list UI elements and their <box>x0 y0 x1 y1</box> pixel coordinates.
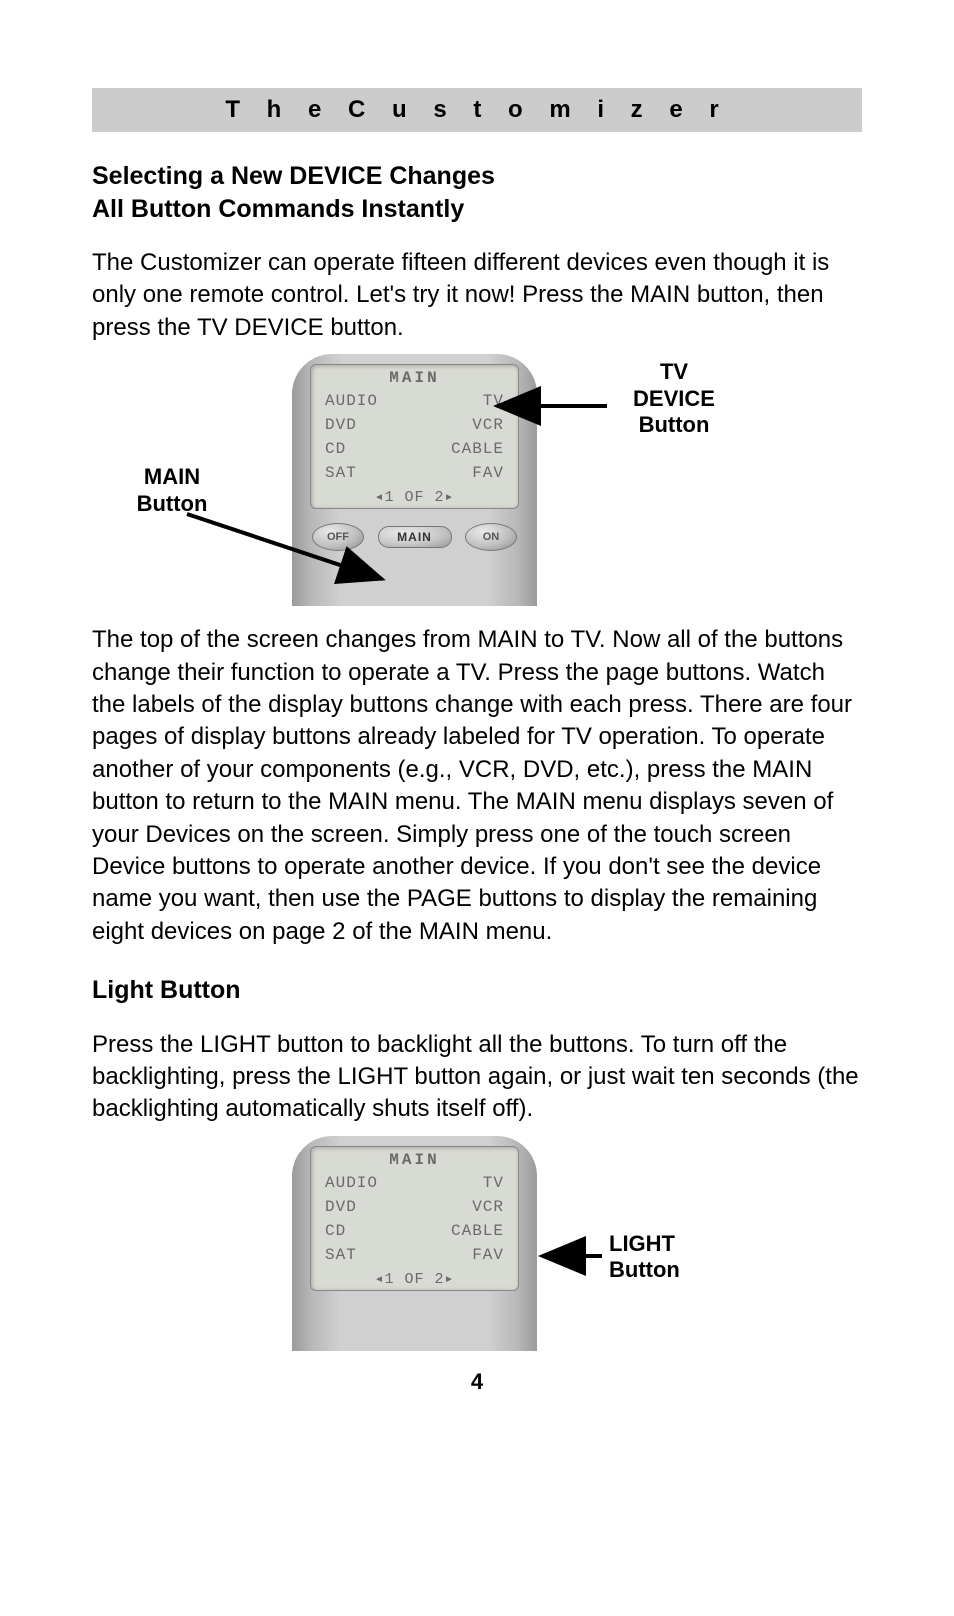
lcd-cell: CABLE <box>451 1222 504 1240</box>
on-button: ON <box>465 523 517 551</box>
lcd-cell: FAV <box>472 1246 504 1264</box>
lcd-cell: VCR <box>472 1198 504 1216</box>
lcd-cell: FAV <box>472 464 504 482</box>
page-number: 4 <box>92 1369 862 1395</box>
lcd-row: DVD VCR <box>311 413 518 437</box>
lcd-cell: SAT <box>325 464 357 482</box>
lcd-cell: TV <box>483 1174 504 1192</box>
lcd-cell: AUDIO <box>325 392 378 410</box>
lcd-row: SAT FAV <box>311 461 518 485</box>
callout-light-button: LIGHT Button <box>609 1231 729 1284</box>
section2-para1: Press the LIGHT button to backlight all … <box>92 1029 862 1126</box>
lcd-cell: TV <box>483 392 504 410</box>
remote-illustration-b: MAIN AUDIO TV DVD VCR CD CABLE SAT FAV ◂ <box>292 1136 537 1351</box>
lcd-row: DVD VCR <box>311 1195 518 1219</box>
header-bar: T h e C u s t o m i z e r <box>92 88 862 132</box>
main-hardware-button: MAIN <box>378 526 452 548</box>
lcd-screen: MAIN AUDIO TV DVD VCR CD CABLE SAT FAV ◂ <box>310 364 519 509</box>
lcd-page-indicator: ◂1 OF 2▸ <box>311 1267 518 1288</box>
section1-heading: Selecting a New DEVICE Changes All Butto… <box>92 160 862 225</box>
hardware-button-row: OFF MAIN ON <box>310 523 519 551</box>
lcd-cell: CABLE <box>451 440 504 458</box>
lcd-cell: VCR <box>472 416 504 434</box>
lcd-cell: DVD <box>325 416 357 434</box>
lcd-title: MAIN <box>311 369 518 389</box>
lcd-row: CD CABLE <box>311 1219 518 1243</box>
section2-heading: Light Button <box>92 974 862 1007</box>
lcd-page-indicator: ◂1 OF 2▸ <box>311 485 518 506</box>
callout-main-button: MAIN Button <box>112 464 232 517</box>
remote-illustration-a: MAIN AUDIO TV DVD VCR CD CABLE SAT FAV ◂ <box>292 354 537 606</box>
lcd-cell: CD <box>325 440 346 458</box>
off-button: OFF <box>312 523 364 551</box>
lcd-cell: SAT <box>325 1246 357 1264</box>
section1-para2: The top of the screen changes from MAIN … <box>92 624 862 948</box>
section1-para1: The Customizer can operate fifteen diffe… <box>92 247 862 344</box>
lcd-row: SAT FAV <box>311 1243 518 1267</box>
figure-b: MAIN AUDIO TV DVD VCR CD CABLE SAT FAV ◂ <box>92 1136 862 1351</box>
figure-a: MAIN AUDIO TV DVD VCR CD CABLE SAT FAV ◂ <box>92 354 862 606</box>
lcd-row: AUDIO TV <box>311 1171 518 1195</box>
lcd-row: AUDIO TV <box>311 389 518 413</box>
lcd-title: MAIN <box>311 1151 518 1171</box>
callout-tv-device: TV DEVICE Button <box>609 359 739 438</box>
lcd-cell: AUDIO <box>325 1174 378 1192</box>
lcd-row: CD CABLE <box>311 437 518 461</box>
page: T h e C u s t o m i z e r Selecting a Ne… <box>0 0 954 1435</box>
lcd-cell: CD <box>325 1222 346 1240</box>
lcd-screen: MAIN AUDIO TV DVD VCR CD CABLE SAT FAV ◂ <box>310 1146 519 1291</box>
lcd-cell: DVD <box>325 1198 357 1216</box>
